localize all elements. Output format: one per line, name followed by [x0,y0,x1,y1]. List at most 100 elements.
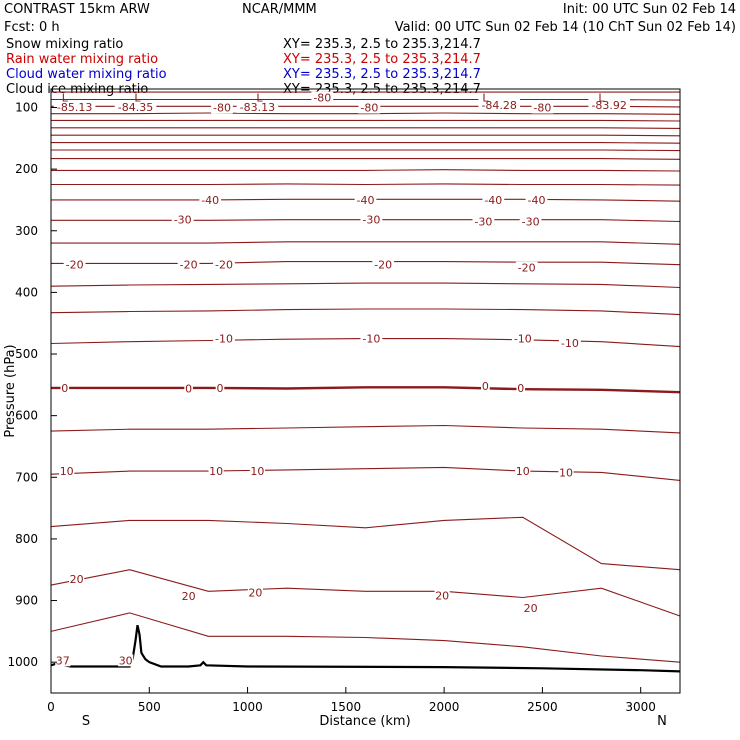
contour-label: -40 [528,194,546,207]
contour-line [51,183,681,186]
contour-label-bg [511,332,534,345]
contour-label: -80 [533,102,551,115]
contour-label-bg [184,382,193,395]
contour-label-bg [525,193,548,206]
contour-label: -30 [474,216,492,229]
contour-label: 10 [250,465,264,478]
contour-line [51,149,681,152]
contour-line [51,241,681,245]
valid-time: Valid: 00 UTC Sun 02 Feb 14 (10 ChT Sun … [395,20,736,35]
contour-label-bg [213,258,235,271]
contour-label-bg [181,590,197,603]
y-tick-label: 400 [15,285,38,299]
contour-label-bg [60,381,70,394]
contour-label-bg [558,466,574,479]
contour-label: -83.92 [591,99,626,112]
low-marker: L [256,92,263,105]
contour-label: 20 [524,602,538,615]
contour-label: 10 [559,466,573,479]
contour-line [50,282,681,289]
contour-label-bg [247,586,263,599]
contour-label: -40 [357,194,375,207]
contour-label-bg [215,381,225,394]
contour-line [51,158,681,160]
x-tick-label: 500 [138,700,161,714]
low-marker: L [62,92,69,105]
x-tick-label: 3000 [625,700,656,714]
forecast-hour: Fcst: 0 h [4,20,60,35]
contour-label: 37 [56,654,70,667]
contour-label: 30 [119,654,133,667]
south-label: S [82,714,90,729]
y-tick-label: 700 [15,470,38,484]
contour-label: -10 [514,333,532,346]
contour-label: -84.28 [481,99,516,112]
y-tick-label: 300 [15,224,38,238]
y-tick-label: 800 [15,532,38,546]
contour-label: -80 [360,102,378,115]
contour-label-bg [360,332,383,345]
contour-label: 20 [435,590,449,603]
contour-label: -40 [484,194,502,207]
y-tick-label: 1000 [7,655,38,669]
field-xy-snow: XY= 235.3, 2.5 to 235.3,214.7 [283,37,481,52]
contour-label-bg [481,380,490,393]
contour-label-bg [531,101,554,114]
contour-label-bg [360,213,383,226]
contour-label-bg [311,91,334,104]
contour-label-bg [358,101,381,114]
contour-label-bg [63,258,86,271]
contour-label-bg [472,215,495,228]
contour-line [50,569,681,617]
contour-line [51,98,681,101]
contour-line [50,612,681,663]
field-label-rain: Rain water mixing ratio [6,52,158,67]
contour-line [50,516,681,571]
contour-label: -20 [518,262,536,275]
contour-line [51,127,681,129]
contour-label: 20 [182,590,196,603]
temperature-contours [50,91,681,663]
contour-label: 10 [60,465,74,478]
contour-label: -20 [66,259,84,272]
x-axis: 0 500 1000 1500 2000 2500 3000 [47,687,656,714]
y-tick-label: 600 [15,409,38,423]
contour-line [50,424,681,434]
contour-label: -30 [362,214,380,227]
contour-label: 0 [61,382,68,395]
contour-label-bg [434,589,450,602]
y-tick-label: 900 [15,594,38,608]
contour-line [50,466,681,481]
contour-label: -20 [215,259,233,272]
contour-label-bg [559,336,581,349]
x-axis-title: Distance (km) [319,714,410,729]
contour-label-bg [208,465,224,478]
contour-label: -40 [201,194,219,207]
x-tick-label: 0 [47,700,55,714]
contour-label-bg [236,100,279,113]
contour-label-bg [515,261,538,274]
y-tick-label: 100 [15,100,38,114]
contour-label-bg [177,258,200,271]
contour-line [50,308,681,316]
x-tick-label: 1500 [331,700,362,714]
contour-label-bg [354,193,377,206]
terrain-line [50,624,681,673]
contour-label: -20 [374,259,392,272]
contour-label: 0 [482,380,489,393]
contour-label-bg [199,193,222,206]
y-axis: 100 200 300 400 500 600 700 800 900 1000 [7,100,57,669]
low-marker: L [598,92,605,105]
contour-line [51,386,681,394]
terrain-profile [50,624,681,673]
y-tick-label: 200 [15,162,38,176]
contour-label: 0 [217,382,224,395]
contour-label-bg [171,213,194,226]
contour-label: -85.13 [57,101,92,114]
contour-line [51,142,681,144]
contour-label: 0 [517,382,524,395]
contour-label-bg [114,100,157,113]
contour-label-bg [588,99,630,111]
contour-label: -10 [215,333,233,346]
